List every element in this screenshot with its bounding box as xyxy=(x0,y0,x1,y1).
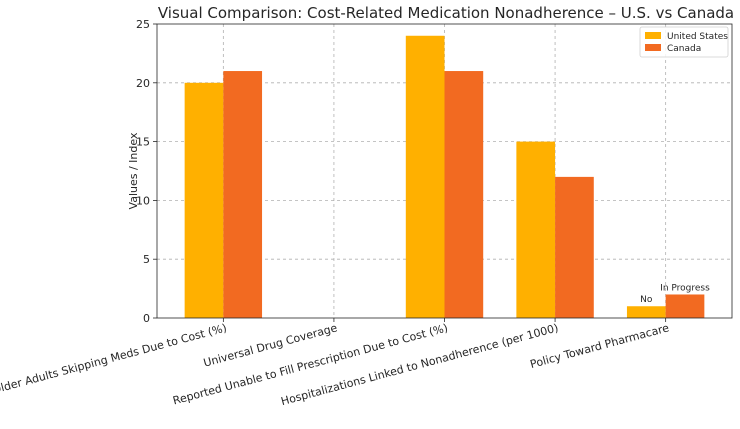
x-ticks: Older Adults Skipping Meds Due to Cost (… xyxy=(0,318,671,408)
chart-title: Visual Comparison: Cost-Related Medicati… xyxy=(158,4,734,22)
bar-canada-4 xyxy=(665,294,705,318)
y-tick-label: 20 xyxy=(136,77,150,90)
bars xyxy=(184,35,705,318)
y-tick-label: 10 xyxy=(136,194,150,207)
legend-box xyxy=(639,26,729,58)
annotation-label: No xyxy=(640,295,653,305)
bar-canada-2 xyxy=(444,71,484,318)
legend-swatch xyxy=(645,44,661,51)
legend-swatch xyxy=(645,32,661,39)
bar-canada-3 xyxy=(555,176,594,318)
y-ticks: 0 5 10 15 20 25 xyxy=(136,18,157,325)
bar-united-states-2 xyxy=(405,35,445,318)
y-tick-label: 0 xyxy=(143,312,150,325)
y-tick-label: 5 xyxy=(143,253,150,266)
annotation-label: In Progress xyxy=(660,283,710,293)
y-tick-label: 25 xyxy=(136,18,150,31)
bar-united-states-4 xyxy=(626,306,666,318)
legend: United States Canada xyxy=(639,26,729,58)
y-axis-label: Values / Index xyxy=(127,132,140,209)
legend-label: United States xyxy=(667,32,728,42)
bar-united-states-3 xyxy=(516,141,556,318)
legend-label: Canada xyxy=(667,44,701,54)
annotations: No In Progress xyxy=(640,283,710,305)
x-tick-label: Older Adults Skipping Meds Due to Cost (… xyxy=(0,321,228,396)
y-tick-label: 15 xyxy=(136,136,150,149)
bar-canada-0 xyxy=(223,71,263,318)
bar-united-states-0 xyxy=(184,82,224,318)
